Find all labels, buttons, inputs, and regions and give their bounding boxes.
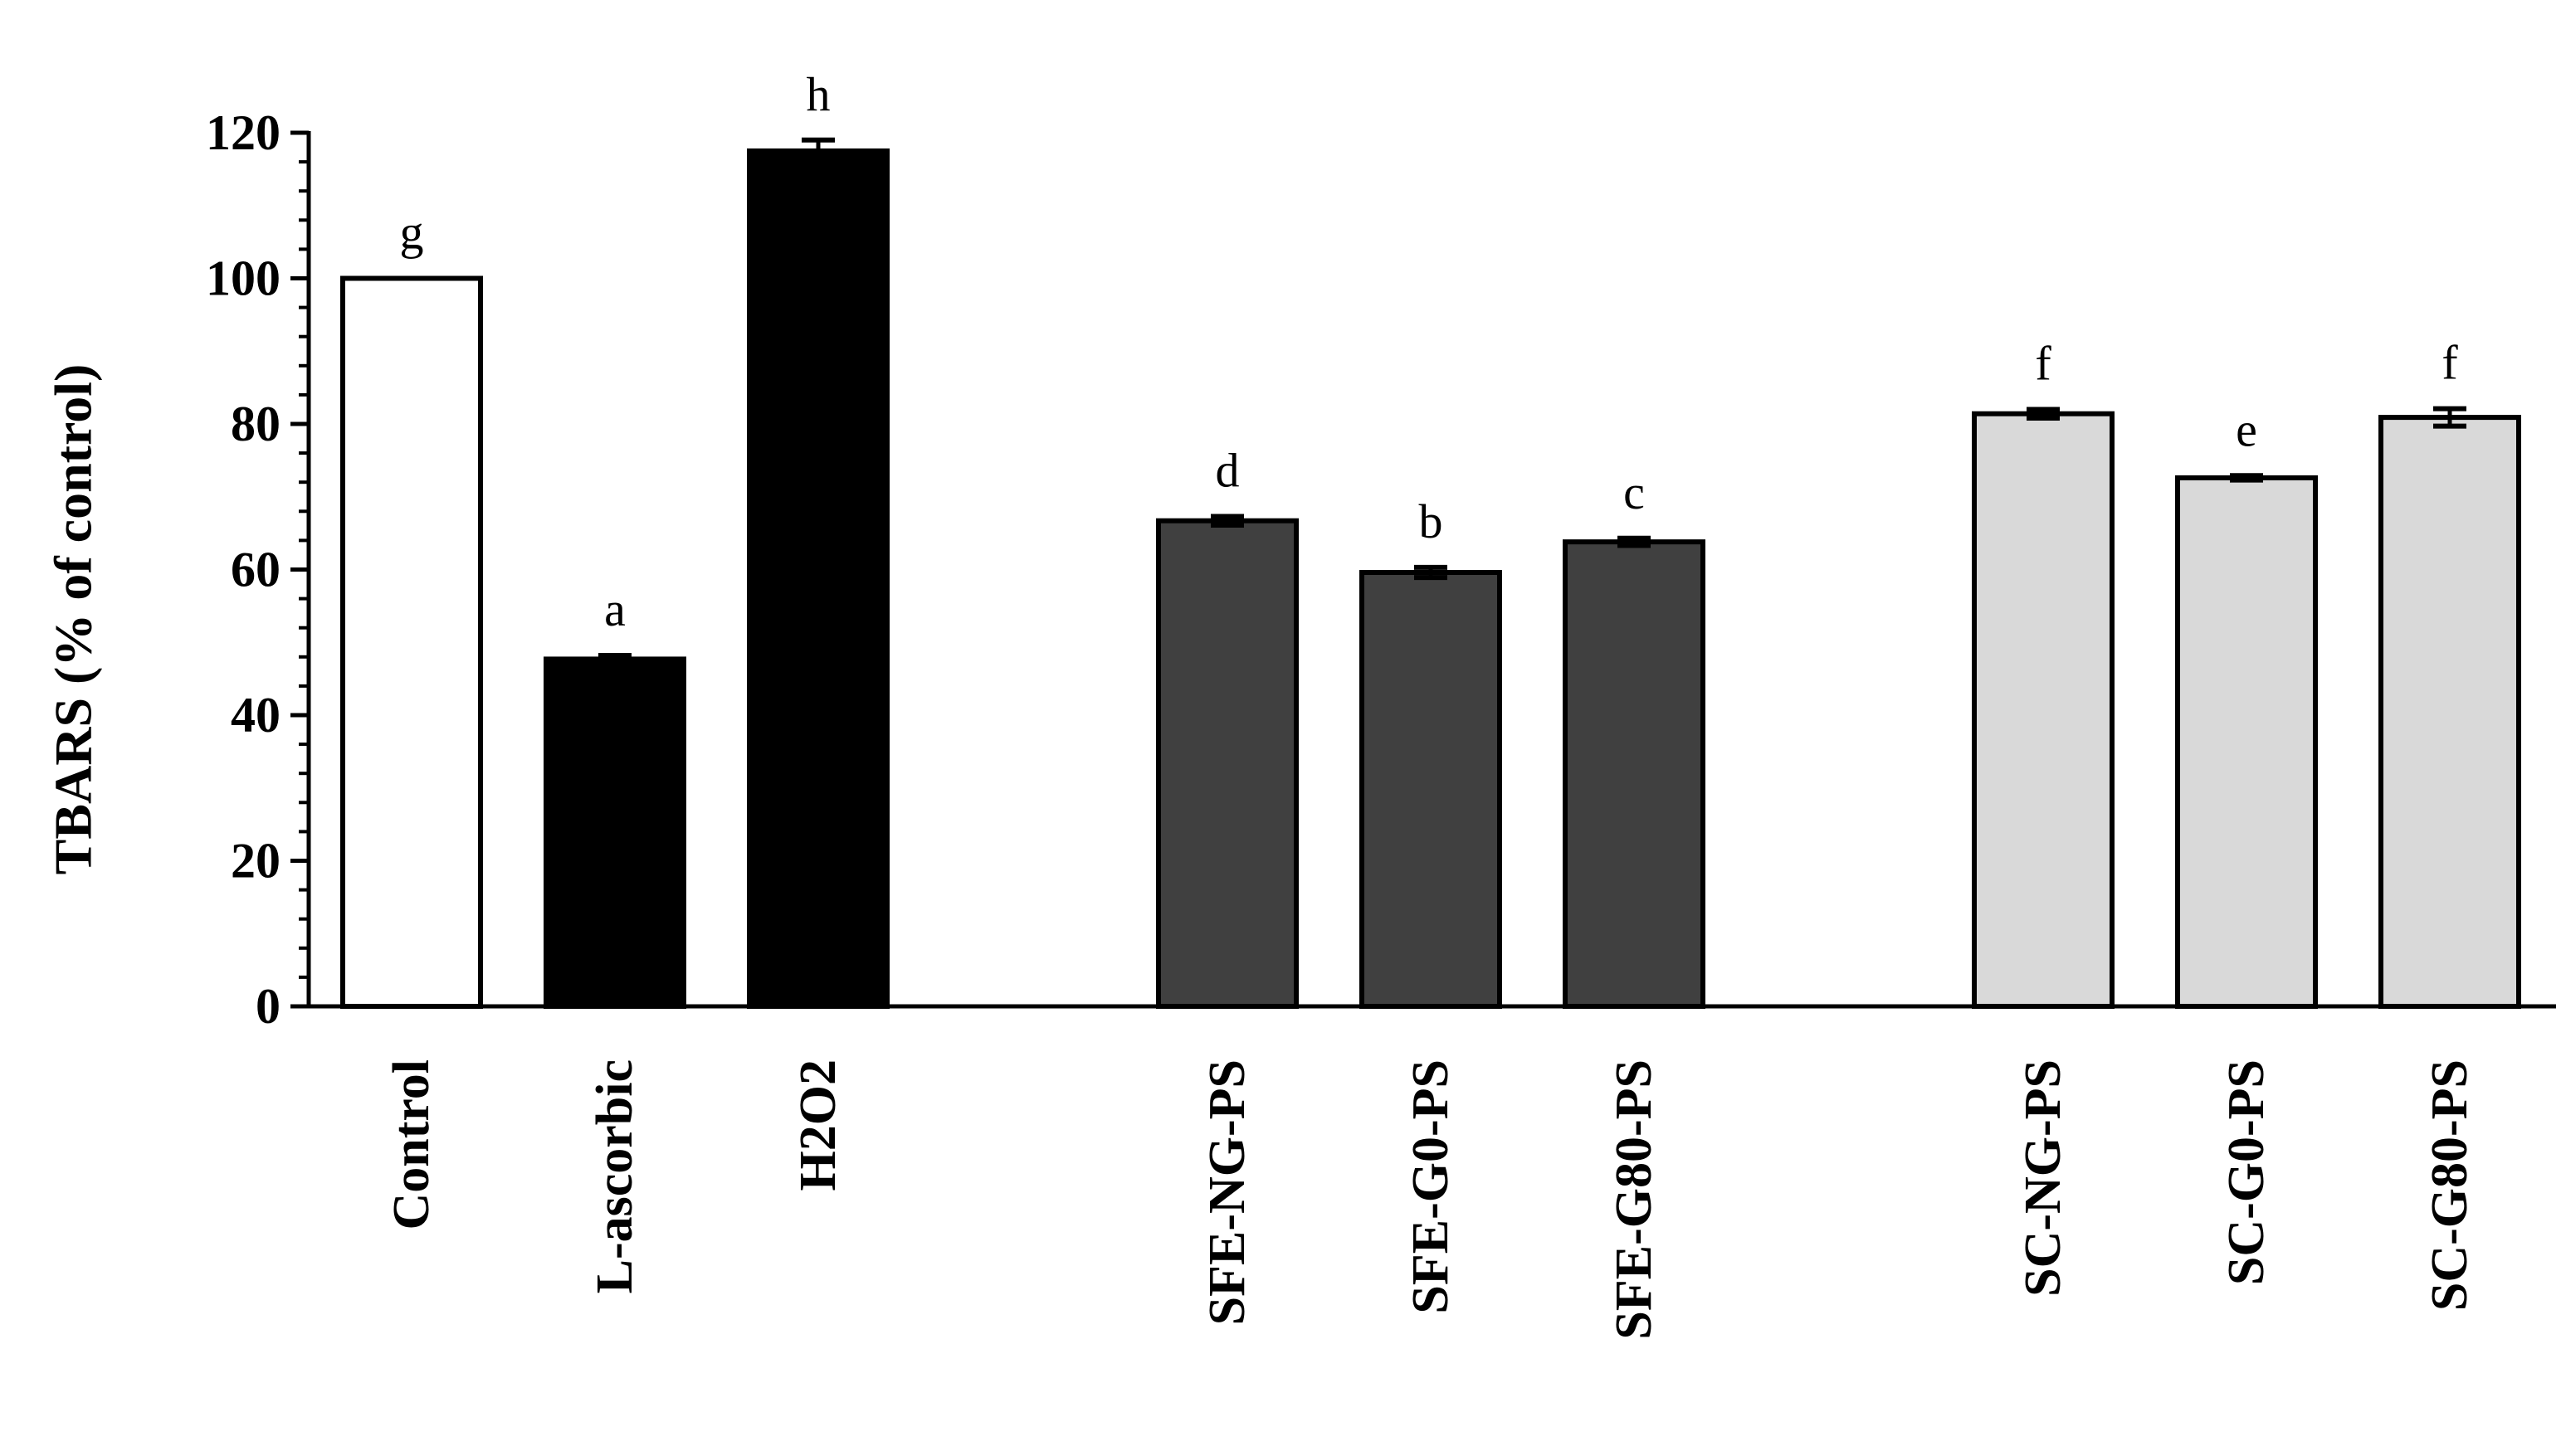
error-bar-h2o2	[802, 137, 835, 165]
y-tick-label-60: 60	[231, 543, 280, 597]
error-bar-sc-ng-ps	[2027, 407, 2060, 421]
error-bar-l-ascorbic	[598, 653, 632, 665]
significance-letter-sfe-g0-ps: b	[1419, 494, 1443, 548]
significance-letter-h2o2: h	[807, 67, 831, 121]
significance-letter-l-ascorbic: a	[604, 582, 626, 636]
significance-letter-sfe-ng-ps: d	[1216, 443, 1240, 497]
bar-sc-ng-ps	[1972, 411, 2115, 1009]
x-tick-label-sfe-g80-ps: SFE-G80-PS	[1606, 1059, 1662, 1340]
y-tick-label-80: 80	[231, 397, 280, 451]
significance-letter-sc-g0-ps: e	[2236, 402, 2257, 456]
y-axis-title: TBARS (% of control)	[44, 364, 103, 875]
significance-letter-sfe-g80-ps: c	[1623, 465, 1645, 519]
x-tick-label-sc-g80-ps: SC-G80-PS	[2422, 1059, 2478, 1311]
x-tick-label-sfe-ng-ps: SFE-NG-PS	[1199, 1059, 1256, 1325]
bar-h2o2	[747, 148, 890, 1009]
error-bar-sfe-g80-ps	[1617, 535, 1651, 548]
y-tick-label-40: 40	[231, 688, 280, 743]
error-bar-sc-g0-ps	[2230, 473, 2263, 483]
x-tick-label-l-ascorbic: L-ascorbic	[587, 1059, 643, 1293]
significance-letter-sc-g80-ps: f	[2441, 336, 2458, 390]
x-tick-label-control: Control	[383, 1059, 440, 1230]
error-bars-layer	[598, 137, 2466, 665]
x-tick-label-sc-ng-ps: SC-NG-PS	[2015, 1059, 2071, 1297]
x-tick-label-sfe-g0-ps: SFE-G0-PS	[1402, 1059, 1459, 1314]
y-tick-label-100: 100	[206, 251, 280, 306]
bar-sc-g0-ps	[2175, 475, 2318, 1009]
significance-letter-sc-ng-ps: f	[2035, 336, 2051, 390]
bar-control	[340, 275, 483, 1009]
y-tick-label-120: 120	[206, 105, 280, 160]
bar-sc-g80-ps	[2378, 415, 2521, 1010]
significance-letter-control: g	[400, 206, 424, 260]
x-tick-label-sc-g0-ps: SC-G0-PS	[2218, 1059, 2275, 1285]
bar-sfe-g80-ps	[1563, 539, 1705, 1009]
bar-sfe-g0-ps	[1359, 570, 1502, 1009]
labels-layer: g Control a L-ascorbic h H2O2 d SFE-NG-PS b SFE-G…	[44, 67, 2479, 1340]
y-tick-label-0: 0	[256, 979, 280, 1034]
axes-layer	[290, 130, 2556, 1009]
bar-l-ascorbic	[544, 656, 686, 1009]
x-tick-label-h2o2: H2O2	[790, 1059, 846, 1191]
error-bar-sc-g80-ps	[2433, 406, 2466, 429]
y-tick-label-20: 20	[231, 834, 280, 889]
error-bar-sfe-g0-ps	[1414, 564, 1447, 581]
bar-sfe-ng-ps	[1156, 518, 1299, 1009]
error-bar-sfe-ng-ps	[1211, 514, 1244, 528]
